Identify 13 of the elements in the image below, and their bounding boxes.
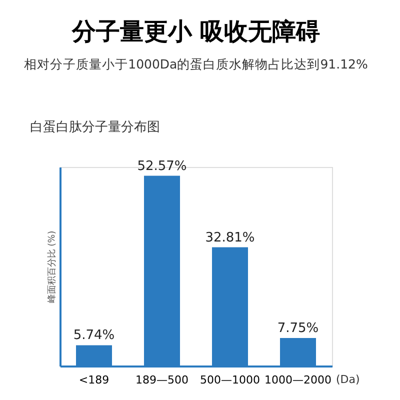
data-label: 7.75% (277, 320, 319, 336)
y-axis-title: 峰面积百分比 (%) (46, 230, 58, 304)
x-tick-label: 500—1000 (200, 374, 260, 386)
x-tick-label: 1000—2000 (264, 374, 332, 386)
chart-subtitle: 相对分子质量小于1000Da的蛋白质水解物占比达到91.12% (24, 56, 368, 72)
chart-title: 分子量更小 吸收无障碍 (70, 18, 320, 46)
data-label: 5.74% (73, 328, 115, 344)
data-label: 32.81% (205, 230, 255, 246)
data-label: 52.57% (137, 158, 187, 174)
text: 白蛋白肽分子量分布图 (30, 120, 160, 135)
x-axis-title: (Da) (336, 373, 360, 386)
x-tick-label: <189 (78, 374, 110, 386)
x-tick-label: 189—500 (136, 374, 188, 386)
